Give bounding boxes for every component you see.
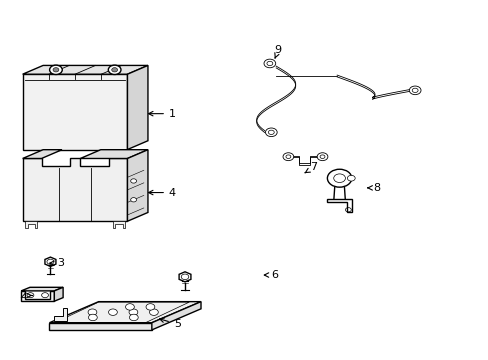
Polygon shape — [54, 308, 66, 321]
Polygon shape — [49, 323, 152, 330]
Polygon shape — [22, 74, 127, 149]
Circle shape — [317, 153, 327, 161]
Text: 1: 1 — [148, 109, 176, 119]
Circle shape — [49, 65, 62, 75]
Circle shape — [41, 293, 48, 298]
Polygon shape — [49, 302, 201, 323]
Text: 7: 7 — [305, 162, 317, 173]
Circle shape — [129, 314, 138, 321]
Circle shape — [130, 179, 136, 183]
Circle shape — [53, 68, 59, 72]
Polygon shape — [21, 291, 54, 301]
Circle shape — [108, 65, 121, 75]
Circle shape — [125, 304, 134, 310]
Text: 5: 5 — [159, 318, 181, 329]
Text: 9: 9 — [274, 45, 281, 58]
Polygon shape — [127, 66, 148, 149]
Circle shape — [129, 309, 138, 315]
Circle shape — [283, 153, 293, 161]
Polygon shape — [113, 221, 125, 228]
Circle shape — [88, 314, 97, 321]
Circle shape — [130, 198, 136, 202]
Circle shape — [88, 309, 97, 315]
Polygon shape — [54, 287, 63, 301]
Circle shape — [149, 309, 158, 315]
Polygon shape — [25, 221, 37, 228]
Polygon shape — [80, 150, 148, 158]
Polygon shape — [179, 272, 190, 282]
Polygon shape — [22, 150, 62, 158]
Polygon shape — [45, 257, 56, 266]
Text: 3: 3 — [50, 258, 63, 268]
Circle shape — [111, 68, 117, 72]
Text: 6: 6 — [264, 270, 278, 280]
Text: 4: 4 — [148, 188, 176, 198]
Polygon shape — [327, 199, 351, 212]
Polygon shape — [22, 158, 127, 221]
Polygon shape — [21, 287, 63, 291]
Circle shape — [27, 293, 34, 298]
Circle shape — [264, 59, 275, 68]
Circle shape — [265, 128, 277, 136]
Circle shape — [108, 309, 117, 315]
Circle shape — [408, 86, 420, 95]
Text: 2: 2 — [19, 291, 32, 301]
Text: 8: 8 — [367, 183, 380, 193]
Circle shape — [146, 304, 155, 310]
Polygon shape — [127, 150, 148, 221]
Circle shape — [346, 175, 354, 181]
Polygon shape — [22, 66, 148, 74]
Polygon shape — [152, 302, 201, 330]
